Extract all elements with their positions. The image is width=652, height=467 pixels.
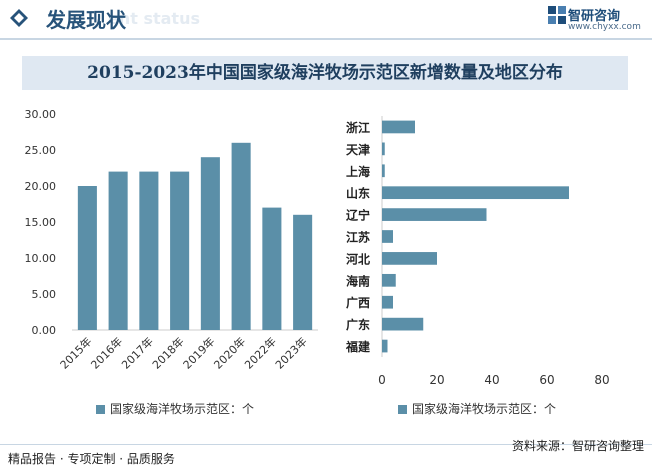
bar (231, 142, 251, 330)
x-tick-label: 2019年 (180, 334, 217, 371)
legend-swatch (96, 405, 105, 414)
category-label: 江苏 (346, 230, 370, 245)
y-tick-label: 10.00 (25, 252, 57, 265)
logo-url: www.chyxx.com (568, 22, 641, 32)
bar (293, 214, 313, 330)
chart-title: 2015-2023年中国国家级海洋牧场示范区新增数量及地区分布 (22, 56, 628, 90)
hbar (382, 295, 393, 309)
logo-icon (548, 6, 566, 24)
left-legend: 国家级海洋牧场示范区：个 (96, 400, 254, 417)
x-tick-label: 80 (594, 373, 609, 387)
x-tick-label: 2020年 (211, 334, 248, 371)
right-legend: 国家级海洋牧场示范区：个 (398, 400, 556, 417)
category-label: 天津 (346, 142, 370, 157)
left-legend-label: 国家级海洋牧场示范区：个 (110, 402, 255, 416)
hbar (382, 230, 393, 243)
category-label: 福建 (345, 339, 371, 354)
hbar (382, 273, 396, 287)
page-title: 发展现状 (46, 8, 126, 32)
bar (170, 171, 190, 330)
x-tick-label: 2015年 (57, 334, 94, 371)
bar (200, 157, 220, 330)
x-tick-label: 0 (378, 373, 386, 387)
category-label: 辽宁 (346, 208, 370, 223)
header: ent status 发展现状 智研咨询 www.chyxx.com (0, 0, 652, 40)
footer-tagline: 精品报告 · 专项定制 · 品质服务 (8, 452, 175, 466)
x-tick-label: 2017年 (119, 334, 156, 371)
bar (262, 207, 282, 330)
y-tick-label: 30.00 (25, 108, 57, 121)
x-tick-label: 20 (429, 373, 444, 387)
diamond-icon (10, 9, 28, 27)
hbar (382, 317, 424, 331)
category-label: 上海 (346, 164, 370, 179)
bar (77, 186, 97, 330)
header-divider (0, 38, 652, 40)
category-label: 山东 (346, 186, 370, 201)
right-legend-label: 国家级海洋牧场示范区：个 (412, 402, 557, 416)
category-label: 广东 (346, 317, 370, 332)
x-tick-label: 60 (539, 373, 554, 387)
bar (108, 171, 128, 330)
hbar (382, 339, 388, 353)
y-tick-label: 20.00 (25, 180, 57, 193)
y-tick-label: 5.00 (32, 288, 57, 301)
logo: 智研咨询 www.chyxx.com (548, 4, 641, 36)
header-subtitle: ent status (108, 9, 200, 28)
hbar (382, 208, 487, 221)
logo-name: 智研咨询 (568, 9, 621, 24)
footer-divider (0, 444, 652, 445)
x-tick-label: 2016年 (88, 334, 125, 371)
footer-source: 资料来源：智研咨询整理 (511, 439, 644, 453)
category-label: 海南 (346, 273, 370, 288)
hbar (382, 252, 437, 265)
bar (139, 171, 159, 330)
x-tick-label: 40 (484, 373, 499, 387)
hbar (382, 120, 415, 134)
category-label: 广西 (346, 295, 370, 310)
y-tick-label: 15.00 (25, 216, 57, 229)
y-tick-label: 0.00 (32, 324, 57, 337)
x-tick-label: 2018年 (149, 334, 186, 371)
y-tick-label: 25.00 (25, 144, 57, 157)
hbar (382, 186, 569, 200)
x-tick-label: 2023年 (272, 334, 309, 371)
category-label: 浙江 (346, 120, 370, 135)
x-tick-label: 2022年 (242, 334, 279, 371)
hbar (382, 142, 385, 156)
category-label: 河北 (345, 251, 370, 266)
hbar (382, 164, 385, 178)
legend-swatch (398, 405, 407, 414)
